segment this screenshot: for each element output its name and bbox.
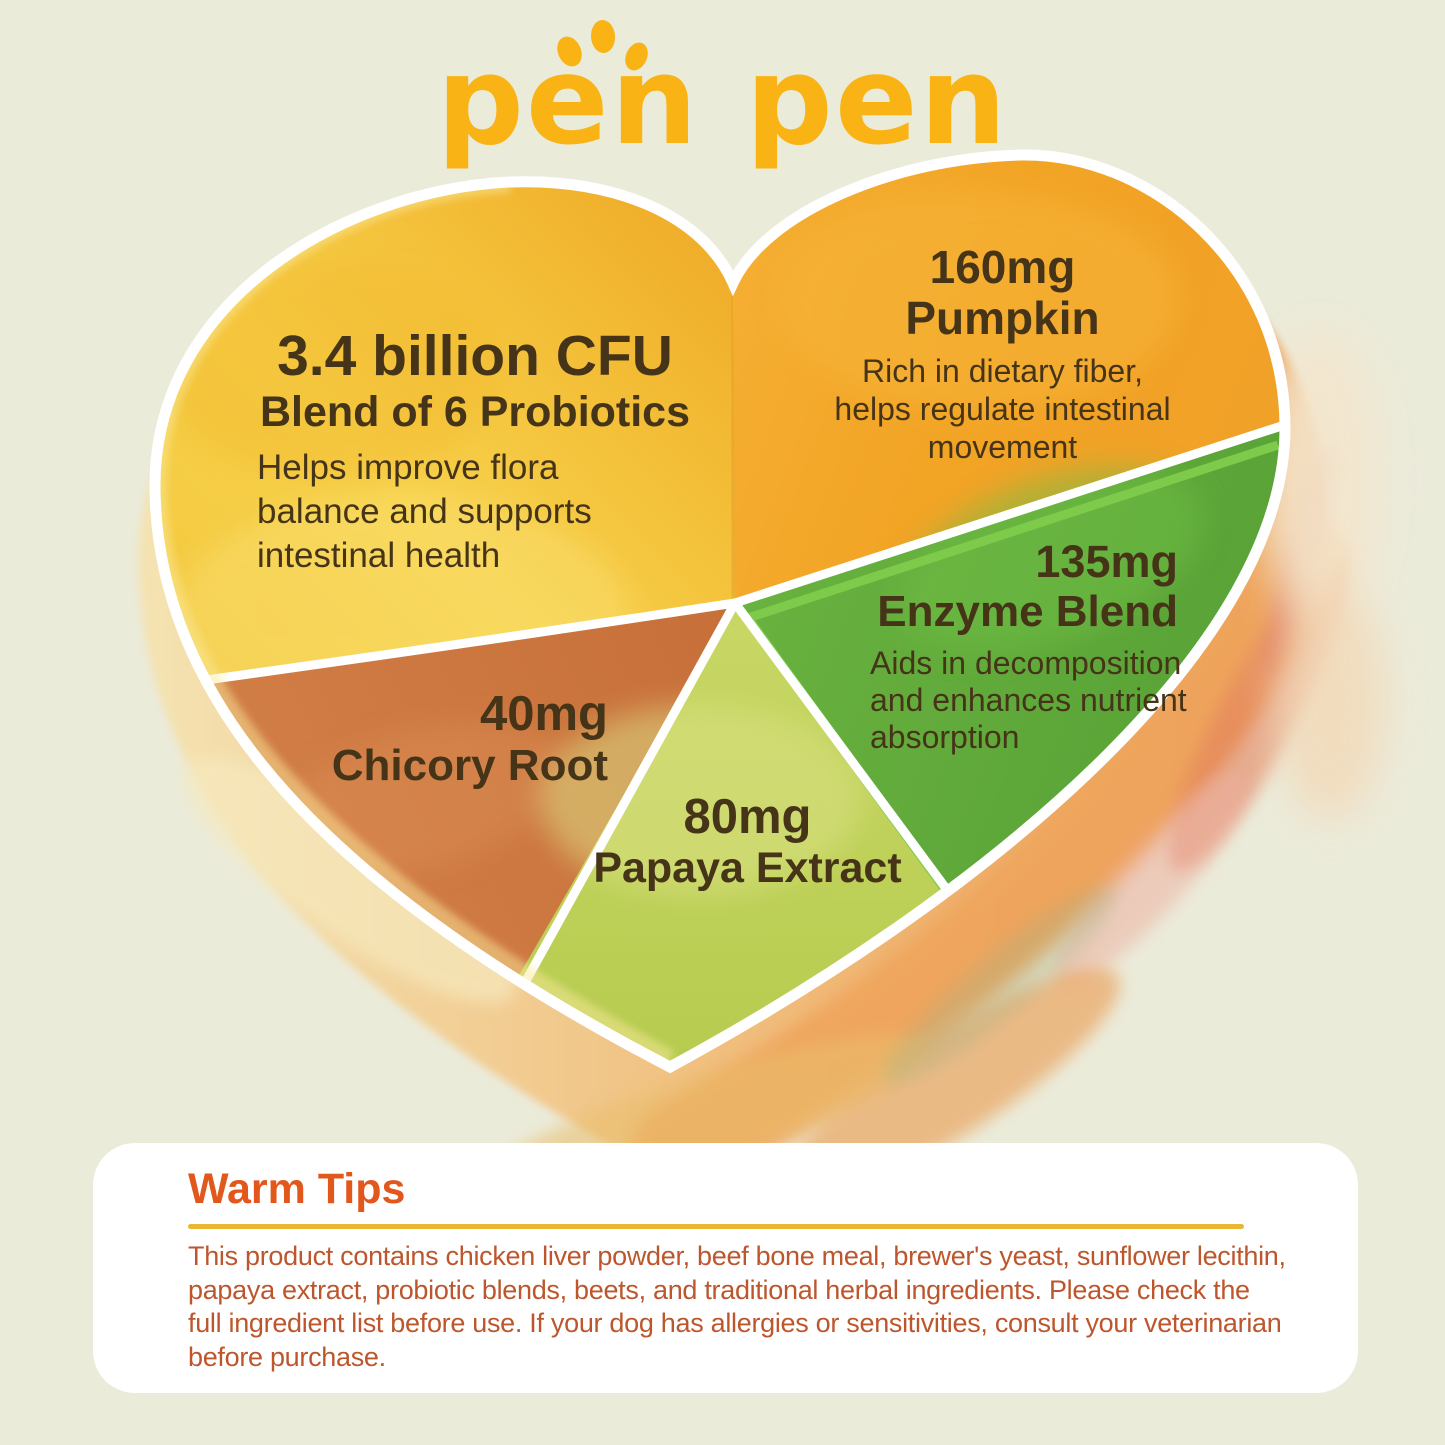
enzyme-description: Aids in decomposition and enhances nutri…: [870, 645, 1187, 755]
section-chicory-heading: 40mg Chicory Root: [295, 688, 608, 790]
section-papaya-heading: 80mg Papaya Extract: [560, 791, 935, 892]
chicory-name: Chicory Root: [331, 740, 608, 790]
logo-word: pen: [745, 30, 1009, 172]
brand-logo: pen pen: [0, 40, 1445, 162]
probiotics-amount: 3.4 billion CFU: [277, 324, 673, 388]
section-pumpkin-heading: 160mg Pumpkin: [810, 241, 1195, 344]
warm-tips-divider: [188, 1224, 1244, 1229]
section-enzyme-heading: 135mg Enzyme Blend: [860, 536, 1178, 636]
heart-side-depth: [138, 211, 1385, 1206]
probiotics-description: Helps improve flora balance and supports…: [257, 448, 592, 575]
section-probiotics-heading: 3.4 billion CFU Blend of 6 Probiotics: [225, 324, 725, 436]
enzyme-name: Enzyme Blend: [877, 586, 1178, 636]
warm-tips-title: Warm Tips: [188, 1165, 406, 1213]
pumpkin-name: Pumpkin: [905, 291, 1100, 344]
pumpkin-amount: 160mg: [929, 241, 1076, 293]
warm-tips-body: This product contains chicken liver powd…: [188, 1241, 1286, 1372]
probiotics-name: Blend of 6 Probiotics: [259, 387, 691, 436]
papaya-name: Papaya Extract: [593, 843, 902, 892]
chicory-amount: 40mg: [479, 687, 608, 741]
enzyme-amount: 135mg: [1035, 536, 1178, 587]
papaya-amount: 80mg: [683, 790, 812, 844]
pumpkin-description: Rich in dietary fiber, helps regulate in…: [834, 353, 1171, 465]
warm-tips-card: Warm Tips This product contains chicken …: [93, 1143, 1358, 1393]
